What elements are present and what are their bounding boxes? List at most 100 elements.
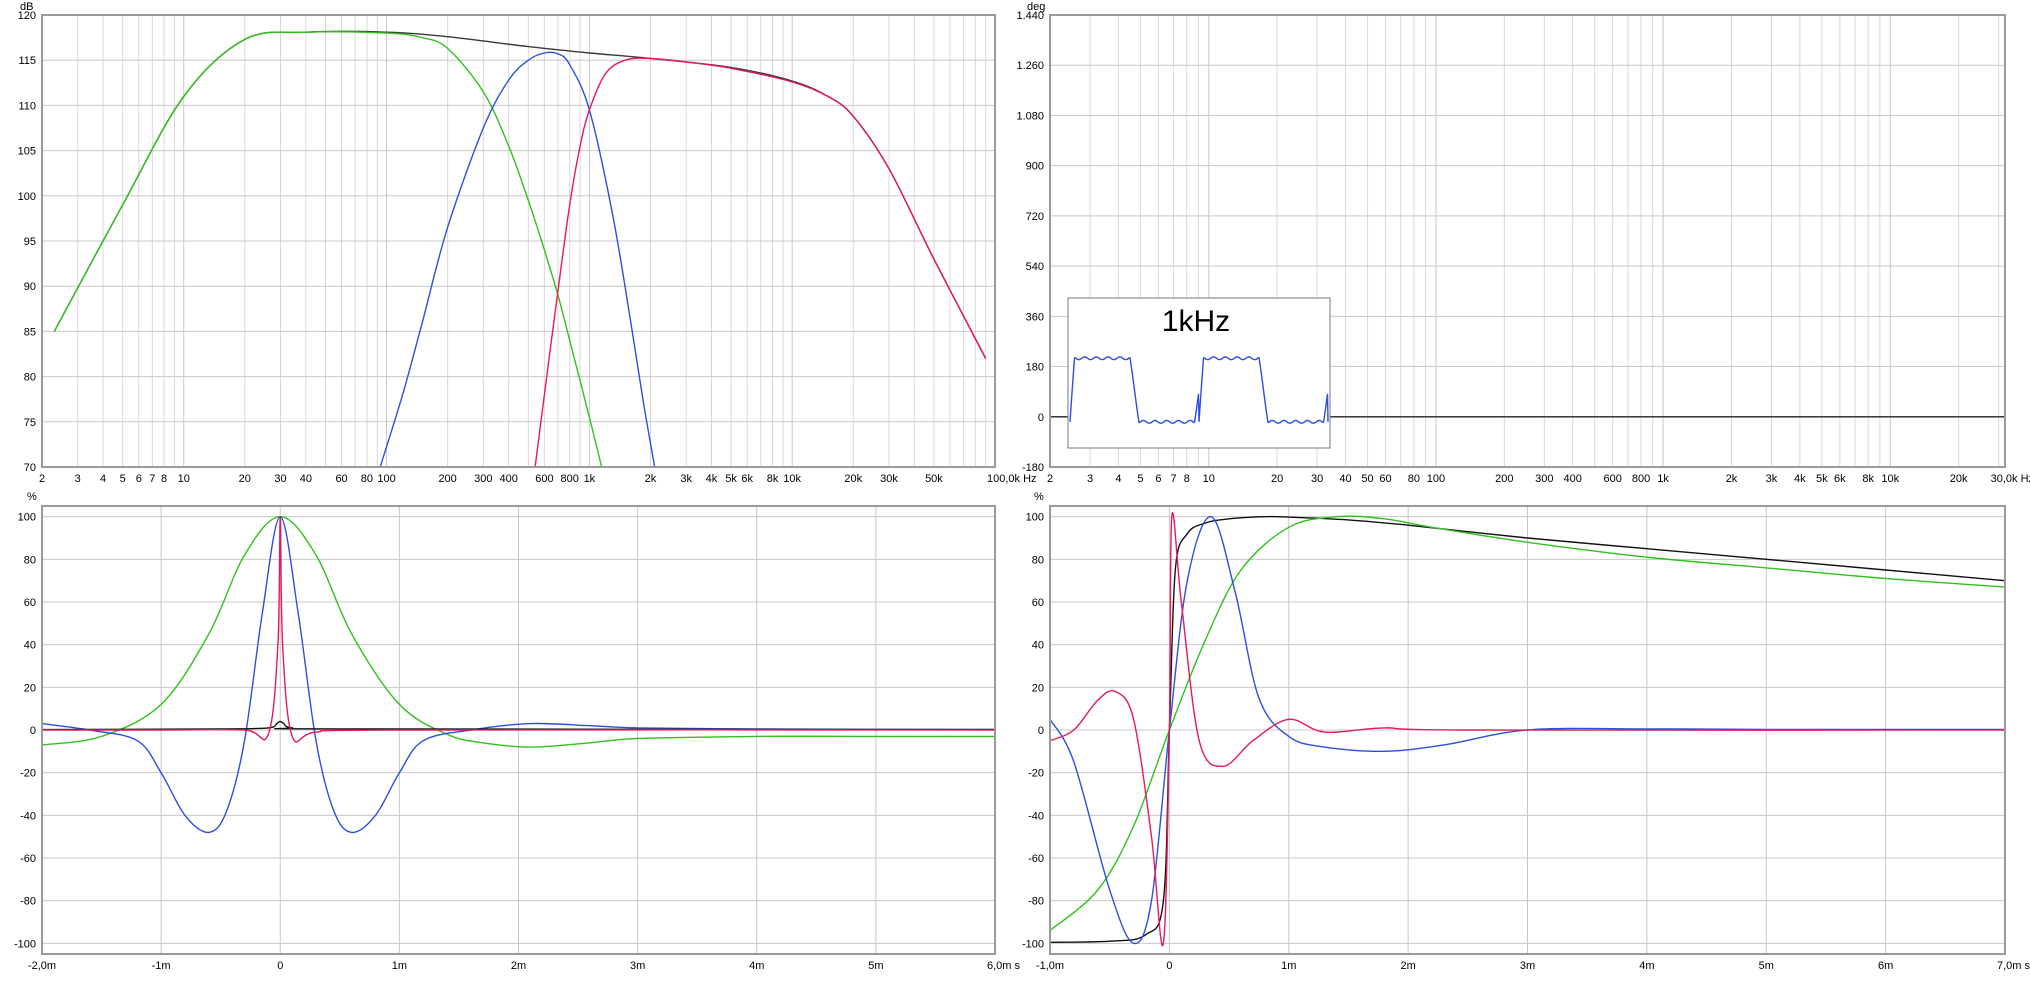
y-tick-label: 120 — [18, 10, 36, 22]
x-tick-label: 200 — [1495, 473, 1513, 485]
x-tick-label: 7,0m s — [1997, 960, 2030, 972]
x-tick-label: 20 — [239, 473, 251, 485]
y-tick-label: 100 — [18, 512, 36, 524]
x-tick-label: 20k — [844, 473, 862, 485]
x-tick-label: 3k — [1766, 473, 1778, 485]
y-tick-label: 60 — [24, 597, 36, 609]
x-tick-label: 10k — [1881, 473, 1899, 485]
x-tick-label: 2k — [645, 473, 657, 485]
x-tick-label: 1m — [392, 960, 407, 972]
y-tick-label: -40 — [1028, 810, 1044, 822]
x-tick-label: 100,0k Hz — [987, 473, 1037, 485]
x-tick-label: 8k — [1862, 473, 1874, 485]
x-tick-label: 5k — [725, 473, 737, 485]
x-tick-label: 100 — [1427, 473, 1445, 485]
y-tick-label: 1.080 — [1016, 110, 1044, 122]
x-tick-label: 7 — [149, 473, 155, 485]
x-tick-label: 20 — [1271, 473, 1283, 485]
y-tick-label: -80 — [1028, 896, 1044, 908]
series-line — [42, 720, 995, 731]
series-line — [1050, 512, 2005, 947]
x-tick-label: 4 — [1115, 473, 1121, 485]
x-tick-label: 2m — [511, 960, 526, 972]
x-tick-label: 2k — [1726, 473, 1738, 485]
x-tick-label: 6m — [1878, 960, 1893, 972]
y-tick-label: -80 — [20, 896, 36, 908]
y-tick-label: 720 — [1026, 211, 1044, 223]
x-tick-label: 800 — [561, 473, 579, 485]
x-tick-label: 5m — [868, 960, 883, 972]
x-tick-label: 800 — [1632, 473, 1650, 485]
y-tick-label: 80 — [24, 372, 36, 384]
x-tick-label: 600 — [1604, 473, 1622, 485]
y-tick-label: -60 — [20, 853, 36, 865]
x-tick-label: 5k — [1816, 473, 1828, 485]
x-tick-label: 6,0m s — [987, 960, 1021, 972]
y-axis-unit-label: % — [27, 491, 37, 503]
y-tick-label: 80 — [24, 554, 36, 566]
x-tick-label: 10 — [1203, 473, 1215, 485]
y-axis-unit-label: deg — [1027, 1, 1045, 13]
y-tick-label: 70 — [24, 462, 36, 474]
series-line — [1050, 515, 2005, 943]
y-tick-label: 900 — [1026, 161, 1044, 173]
x-tick-label: 30k — [880, 473, 898, 485]
y-tick-label: 90 — [24, 281, 36, 293]
y-tick-label: 180 — [1026, 362, 1044, 374]
x-tick-label: 2 — [1047, 473, 1053, 485]
x-tick-label: 2m — [1400, 960, 1415, 972]
series-line — [53, 31, 603, 467]
series-line — [1050, 516, 2005, 945]
y-tick-label: -100 — [1022, 938, 1044, 950]
x-tick-label: 5m — [1759, 960, 1774, 972]
x-tick-label: -2,0m — [28, 960, 56, 972]
series-line — [42, 515, 995, 834]
x-tick-label: 4 — [100, 473, 106, 485]
x-tick-label: 30 — [1311, 473, 1323, 485]
x-tick-label: 3 — [75, 473, 81, 485]
inset-box — [1067, 297, 1331, 449]
y-tick-label: 540 — [1026, 261, 1044, 273]
x-tick-label: 4k — [1794, 473, 1806, 485]
y-tick-label: 75 — [24, 417, 36, 429]
y-tick-label: -20 — [20, 768, 36, 780]
x-tick-label: 4m — [1639, 960, 1654, 972]
x-tick-label: 1m — [1281, 960, 1296, 972]
x-tick-label: 80 — [361, 473, 373, 485]
x-tick-label: 6 — [136, 473, 142, 485]
step-plot: % -1,0m 0 1m 2m 3m 4m 5m 6m 7,0m s -100 -80 -60 -40 -… — [1022, 491, 2030, 972]
x-tick-label: 3m — [1520, 960, 1535, 972]
x-tick-label: 10k — [783, 473, 801, 485]
plot-frame — [1049, 505, 2006, 955]
x-tick-label: 100 — [377, 473, 395, 485]
x-tick-label: 400 — [1564, 473, 1582, 485]
series-line — [534, 57, 987, 467]
x-tick-label: 50k — [925, 473, 943, 485]
x-tick-label: 60 — [1379, 473, 1391, 485]
x-tick-label: 80 — [1408, 473, 1420, 485]
y-tick-label: 80 — [1032, 554, 1044, 566]
x-tick-label: 0 — [277, 960, 283, 972]
x-tick-label: 3 — [1087, 473, 1093, 485]
x-tick-label: 8 — [161, 473, 167, 485]
y-tick-label: 100 — [1026, 512, 1044, 524]
x-tick-label: 50 — [1361, 473, 1373, 485]
x-tick-label: 2 — [39, 473, 45, 485]
x-tick-label: 7 — [1171, 473, 1177, 485]
x-tick-label: -1,0m — [1036, 960, 1064, 972]
x-tick-label: 3k — [680, 473, 692, 485]
y-tick-label: -20 — [1028, 768, 1044, 780]
y-tick-label: -100 — [14, 938, 36, 950]
x-tick-label: 20k — [1950, 473, 1968, 485]
y-tick-label: 20 — [24, 682, 36, 694]
series-line — [53, 30, 987, 359]
inset-title: 1kHz — [1162, 305, 1230, 338]
x-tick-label: 6 — [1155, 473, 1161, 485]
x-tick-label: 1k — [584, 473, 596, 485]
x-tick-label: 0 — [1166, 960, 1172, 972]
magnitude-plot: dB 2 3 4 5 6 7 8 10 20 30 40 60 80 100 200 300 400 600 800… — [18, 1, 1037, 485]
x-tick-label: 200 — [438, 473, 456, 485]
y-tick-label: -40 — [20, 810, 36, 822]
x-tick-label: -1m — [152, 960, 171, 972]
